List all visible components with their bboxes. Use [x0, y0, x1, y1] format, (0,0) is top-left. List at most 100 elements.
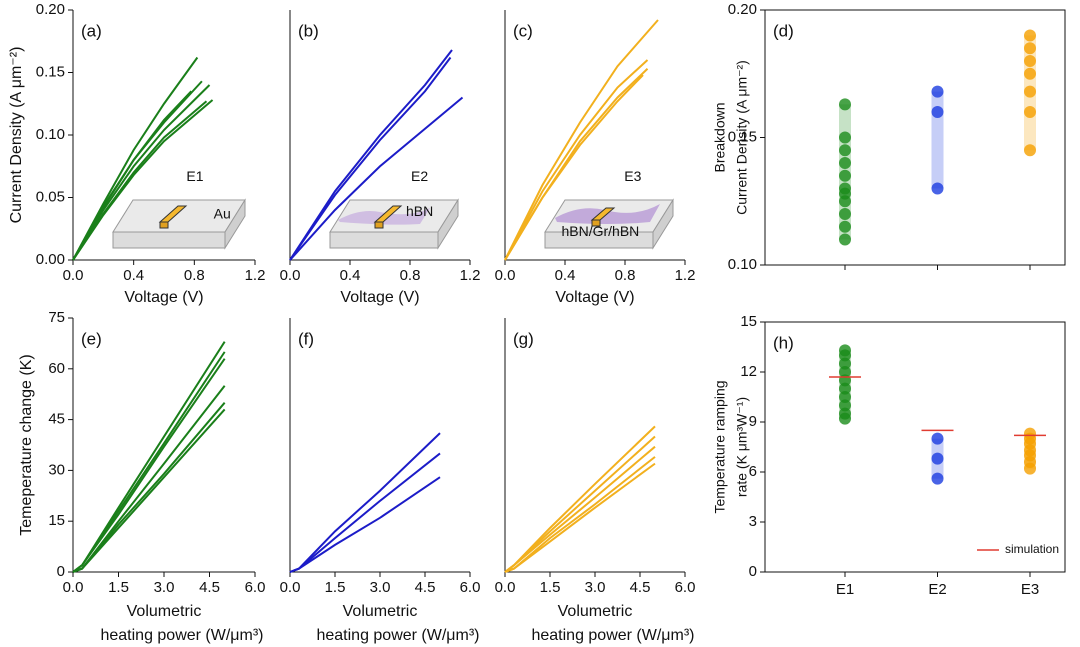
point: [1024, 85, 1036, 98]
y-tick-label: 0: [749, 563, 757, 580]
point: [839, 412, 851, 425]
x-axis-label: heating power (W/μm³): [316, 627, 479, 644]
annotation: E3: [624, 168, 641, 184]
x-tick-label: 0.0: [63, 267, 84, 284]
plot-frame: [764, 9, 1066, 266]
curve: [72, 100, 208, 261]
curve: [504, 425, 656, 573]
y-tick-label: 45: [48, 411, 65, 428]
curve: [72, 408, 226, 573]
x-tick-label: E2: [928, 581, 946, 598]
x-tick-label: 6.0: [460, 579, 481, 596]
x-tick-label: 0.4: [123, 267, 144, 284]
y-tick-label: 15: [740, 313, 757, 330]
x-tick-label: 4.5: [415, 579, 436, 596]
x-tick-label: 0.0: [280, 579, 301, 596]
point: [931, 472, 944, 485]
x-tick-label: 0.0: [495, 267, 516, 284]
curve: [504, 74, 644, 261]
curve: [504, 19, 659, 261]
y-tick-label: 30: [48, 461, 65, 478]
y-tick-label: 0.05: [36, 188, 65, 205]
point: [839, 98, 851, 111]
point: [839, 233, 851, 246]
point: [1024, 106, 1036, 118]
point: [1024, 67, 1036, 80]
inset-c: [544, 198, 674, 250]
plot-frame: [764, 321, 1066, 573]
y-tick-label: 12: [740, 363, 757, 380]
x-axis-label: Voltage (V): [124, 289, 203, 306]
point: [839, 399, 851, 412]
x-tick-label: 1.2: [460, 267, 481, 284]
x-tick-label: 1.5: [108, 579, 129, 596]
curve: [72, 341, 226, 573]
y-tick-label: 0.10: [728, 256, 757, 273]
y-tick-label: 0: [57, 563, 65, 580]
point: [931, 106, 944, 118]
x-axis-label: Volumetric: [343, 603, 418, 620]
x-tick-label: 1.5: [540, 579, 561, 596]
x-tick-label: 1.2: [245, 267, 266, 284]
point: [839, 220, 851, 233]
x-tick-label: E1: [836, 581, 854, 598]
x-tick-label: 4.5: [630, 579, 651, 596]
point: [839, 131, 851, 144]
y-tick-label: 15: [48, 512, 65, 529]
annotation: E2: [411, 168, 428, 184]
annotation: hBN/Gr/hBN: [561, 223, 639, 239]
x-axis-label: Volumetric: [127, 603, 202, 620]
annotation: Au: [214, 206, 231, 222]
y-tick-label: 0.15: [728, 128, 757, 145]
x-axis-label: heating power (W/μm³): [531, 627, 694, 644]
x-tick-label: 3.0: [154, 579, 175, 596]
y-tick-label: 6: [749, 463, 757, 480]
annotation: hBN: [406, 203, 433, 219]
x-tick-label: 4.5: [199, 579, 220, 596]
x-tick-label: 3.0: [370, 579, 391, 596]
curve: [289, 56, 452, 261]
y-tick-label: 0.20: [36, 1, 65, 18]
point: [1024, 55, 1036, 67]
curve: [289, 49, 453, 261]
point: [839, 144, 851, 157]
x-axis-label: Voltage (V): [340, 289, 419, 306]
panel-label: (c): [513, 21, 533, 40]
point: [839, 366, 851, 378]
point: [839, 208, 851, 220]
curve: [289, 96, 464, 261]
x-tick-label: 6.0: [675, 579, 696, 596]
x-axis-label: Volumetric: [558, 603, 633, 620]
curve: [504, 445, 656, 573]
point: [1024, 462, 1036, 475]
x-tick-label: 0.4: [555, 267, 576, 284]
panel-label: (e): [81, 329, 102, 348]
point: [839, 391, 851, 403]
curve: [289, 432, 441, 573]
annotation: E1: [186, 168, 203, 184]
x-tick-label: 0.8: [184, 267, 205, 284]
point: [839, 349, 851, 362]
point: [931, 452, 944, 465]
y-tick-label: 0.15: [36, 63, 65, 80]
y-tick-label: 60: [48, 360, 65, 377]
x-tick-label: 0.0: [495, 579, 516, 596]
y-tick-label: 9: [749, 413, 757, 430]
panel-label: (b): [298, 21, 319, 40]
point: [839, 169, 851, 182]
point: [839, 382, 851, 395]
x-tick-label: 0.4: [340, 267, 361, 284]
x-tick-label: 3.0: [585, 579, 606, 596]
y-tick-label: 3: [749, 513, 757, 530]
point: [931, 85, 944, 98]
x-tick-label: 0.8: [400, 267, 421, 284]
point: [839, 357, 851, 370]
x-tick-label: 0.0: [63, 579, 84, 596]
y-axis-label: rate (K μm³W⁻¹): [734, 397, 750, 497]
panel-label: (h): [773, 333, 794, 352]
y-axis-label: Temeperature change (K): [18, 354, 35, 535]
y-axis-label: Current Density (A μm⁻²): [8, 47, 25, 224]
curve: [504, 462, 656, 573]
y-tick-label: 0.20: [728, 1, 757, 18]
